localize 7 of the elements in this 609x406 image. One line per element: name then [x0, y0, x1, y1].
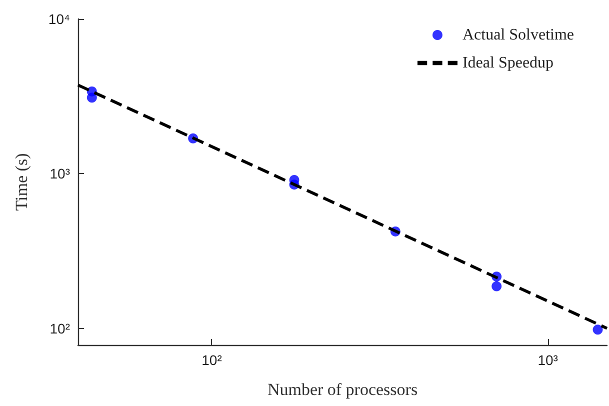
y-axis-title: Time (s) [12, 153, 31, 211]
y-tick-label: 10² [50, 320, 70, 336]
x-axis-title: Number of processors [267, 380, 418, 399]
y-tick-label: 10⁴ [48, 11, 70, 27]
legend-label: Ideal Speedup [462, 54, 554, 72]
legend-label: Actual Solvetime [462, 26, 574, 44]
y-tick-label: 10³ [50, 166, 70, 182]
